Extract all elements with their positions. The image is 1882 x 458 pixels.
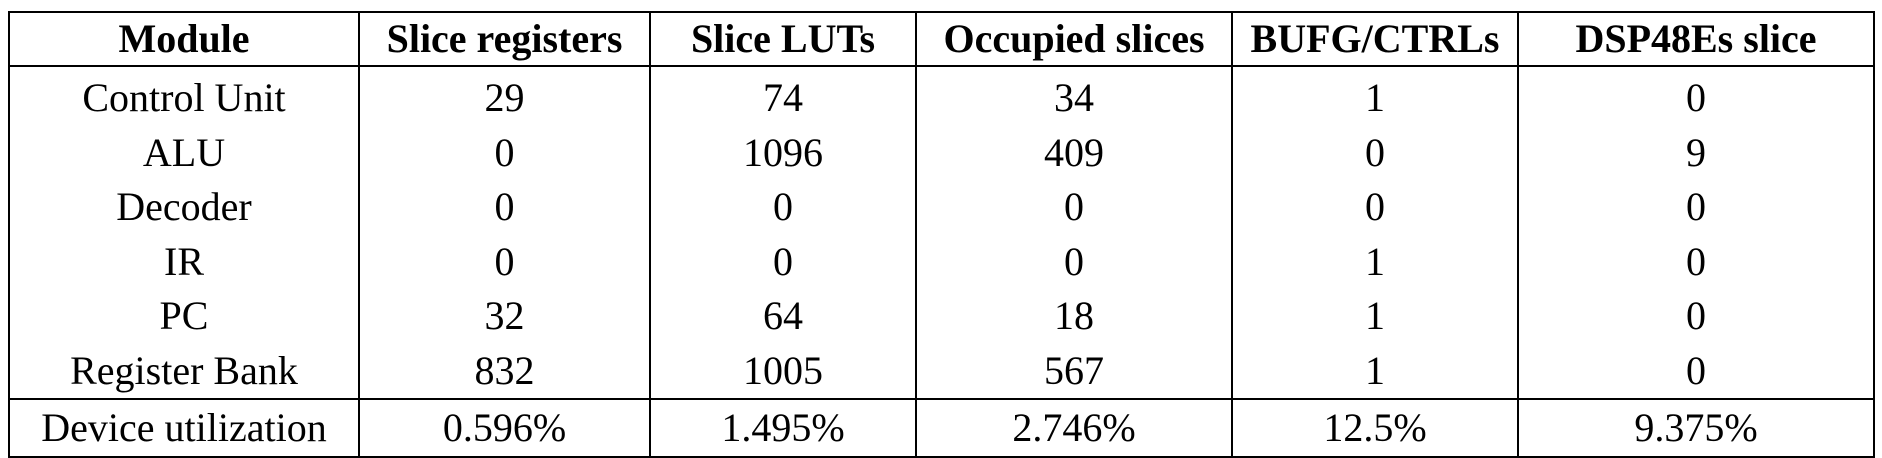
cell-bufg-ctrls: 0 <box>1231 180 1519 235</box>
cell-module: IR <box>8 234 360 289</box>
table-row: ALU 0 1096 409 0 9 <box>8 125 1875 180</box>
cell-slice-registers: 32 <box>358 289 651 344</box>
cell-dsp48es-slice: 0 <box>1517 180 1875 235</box>
cell-occupied-slices: 0 <box>915 180 1233 235</box>
cell-slice-luts: 0 <box>649 234 917 289</box>
header-row: Module Slice registers Slice LUTs Occupi… <box>8 11 1875 67</box>
header-slice-registers: Slice registers <box>358 11 651 67</box>
footer-bufg-ctrls: 12.5% <box>1231 398 1519 458</box>
table-row: PC 32 64 18 1 0 <box>8 289 1875 344</box>
table-row: IR 0 0 0 1 0 <box>8 234 1875 289</box>
cell-dsp48es-slice: 0 <box>1517 66 1875 126</box>
header-dsp48es-slice: DSP48Es slice <box>1517 11 1875 67</box>
cell-slice-luts: 0 <box>649 180 917 235</box>
resource-utilization-table-container: Module Slice registers Slice LUTs Occupi… <box>8 11 1875 458</box>
cell-slice-luts: 1005 <box>649 343 917 399</box>
cell-module: Control Unit <box>8 66 360 126</box>
cell-module: ALU <box>8 125 360 180</box>
cell-slice-luts: 1096 <box>649 125 917 180</box>
footer-slice-luts: 1.495% <box>649 398 917 458</box>
footer-slice-registers: 0.596% <box>358 398 651 458</box>
cell-bufg-ctrls: 1 <box>1231 343 1519 399</box>
footer-occupied-slices: 2.746% <box>915 398 1233 458</box>
cell-slice-registers: 832 <box>358 343 651 399</box>
cell-occupied-slices: 34 <box>915 66 1233 126</box>
cell-dsp48es-slice: 0 <box>1517 343 1875 399</box>
header-occupied-slices: Occupied slices <box>915 11 1233 67</box>
table-row: Control Unit 29 74 34 1 0 <box>8 66 1875 126</box>
cell-slice-luts: 74 <box>649 66 917 126</box>
cell-module: PC <box>8 289 360 344</box>
footer-label: Device utilization <box>8 398 360 458</box>
footer-dsp48es-slice: 9.375% <box>1517 398 1875 458</box>
cell-slice-registers: 0 <box>358 180 651 235</box>
cell-dsp48es-slice: 0 <box>1517 234 1875 289</box>
cell-dsp48es-slice: 0 <box>1517 289 1875 344</box>
cell-bufg-ctrls: 0 <box>1231 125 1519 180</box>
cell-occupied-slices: 18 <box>915 289 1233 344</box>
cell-slice-registers: 0 <box>358 234 651 289</box>
cell-module: Decoder <box>8 180 360 235</box>
device-utilization-row: Device utilization 0.596% 1.495% 2.746% … <box>8 398 1875 458</box>
resource-utilization-table: Module Slice registers Slice LUTs Occupi… <box>8 11 1875 458</box>
header-bufg-ctrls: BUFG/CTRLs <box>1231 11 1519 67</box>
cell-module: Register Bank <box>8 343 360 399</box>
table-row: Register Bank 832 1005 567 1 0 <box>8 343 1875 399</box>
cell-dsp48es-slice: 9 <box>1517 125 1875 180</box>
cell-occupied-slices: 409 <box>915 125 1233 180</box>
cell-occupied-slices: 567 <box>915 343 1233 399</box>
cell-occupied-slices: 0 <box>915 234 1233 289</box>
cell-bufg-ctrls: 1 <box>1231 289 1519 344</box>
table-row: Decoder 0 0 0 0 0 <box>8 180 1875 235</box>
header-module: Module <box>8 11 360 67</box>
cell-slice-luts: 64 <box>649 289 917 344</box>
header-slice-luts: Slice LUTs <box>649 11 917 67</box>
cell-bufg-ctrls: 1 <box>1231 234 1519 289</box>
cell-slice-registers: 0 <box>358 125 651 180</box>
cell-slice-registers: 29 <box>358 66 651 126</box>
cell-bufg-ctrls: 1 <box>1231 66 1519 126</box>
